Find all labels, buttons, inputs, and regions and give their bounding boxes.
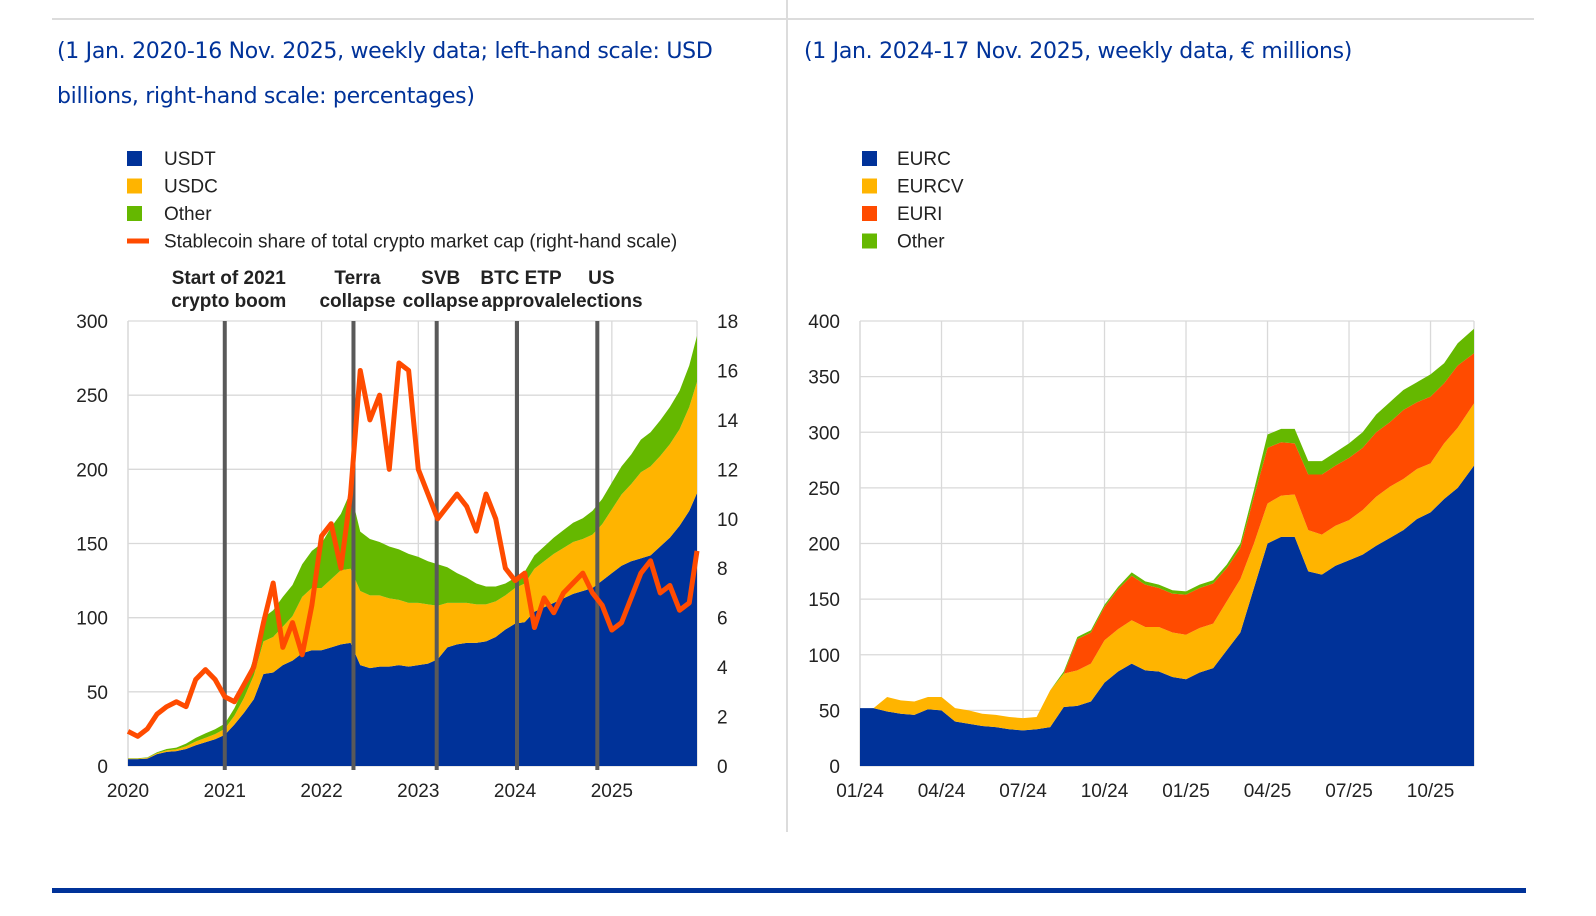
x-tick-label: 10/25 — [1407, 781, 1455, 802]
y2-tick-label: 0 — [717, 757, 728, 778]
event-label-line1: BTC ETP — [480, 268, 562, 289]
legend-label: Other — [164, 204, 212, 225]
legend-swatch-usdt — [127, 151, 142, 166]
line-stablecoin-share — [126, 360, 700, 739]
area-eurc — [860, 465, 1474, 766]
area-usdt — [128, 493, 697, 766]
legend-swatch-euri — [862, 206, 877, 221]
event-label-line2: approval — [481, 291, 560, 312]
y2-tick-label: 4 — [717, 658, 728, 679]
legend-swatch-other — [862, 233, 877, 249]
y-tick-label: 300 — [808, 423, 840, 444]
y-tick-label: 50 — [87, 683, 108, 704]
y2-tick-label: 12 — [717, 460, 738, 481]
y-tick-label: 400 — [808, 312, 840, 333]
x-tick-label: 2021 — [204, 781, 246, 802]
right-chart-subtitle: (1 Jan. 2024-17 Nov. 2025, weekly data, … — [804, 39, 1353, 64]
y-tick-label: 50 — [819, 701, 840, 722]
y2-tick-label: 18 — [717, 312, 738, 333]
x-tick-label: 10/24 — [1081, 781, 1129, 802]
legend-swatch-other — [127, 206, 142, 221]
y-tick-label: 250 — [808, 479, 840, 500]
legend-swatch-eurcv — [862, 178, 877, 194]
y-tick-label: 200 — [808, 535, 840, 556]
event-label-line1: US — [588, 268, 614, 289]
y-tick-label: 350 — [808, 368, 840, 389]
x-tick-label: 2025 — [591, 781, 633, 802]
left-chart-subtitle: (1 Jan. 2020-16 Nov. 2025, weekly data; … — [57, 39, 713, 109]
event-label-line2: elections — [560, 291, 642, 312]
y-tick-label: 150 — [808, 590, 840, 611]
y-tick-label: 150 — [76, 535, 108, 556]
x-tick-label: 2020 — [107, 781, 149, 802]
bottom-rule — [52, 888, 1526, 893]
event-label-line2: collapse — [403, 291, 479, 312]
y2-tick-label: 14 — [717, 411, 739, 432]
x-tick-label: 07/25 — [1325, 781, 1373, 802]
column-divider — [786, 0, 788, 832]
event-label-line1: SVB — [421, 268, 460, 289]
y2-tick-label: 16 — [717, 361, 738, 382]
legend-label: Other — [897, 232, 945, 253]
legend-swatch-line — [127, 238, 149, 244]
legend-swatch-usdc — [127, 178, 142, 194]
y-tick-label: 200 — [76, 460, 108, 481]
legend-label: USDT — [164, 149, 216, 170]
x-tick-label: 2024 — [494, 781, 537, 802]
x-tick-label: 01/24 — [836, 781, 884, 802]
event-label-line2: crypto boom — [171, 291, 286, 312]
event-label-line1: Terra — [334, 268, 381, 289]
y-tick-label: 0 — [829, 757, 840, 778]
legend-label: USDC — [164, 177, 218, 198]
area-eurcv — [860, 403, 1474, 731]
legend-label: EURCV — [897, 177, 964, 198]
legend-swatch-eurc — [862, 151, 877, 166]
y2-tick-label: 2 — [717, 708, 728, 729]
y-tick-label: 0 — [97, 757, 108, 778]
legend-label: Stablecoin share of total crypto market … — [164, 232, 677, 253]
y-tick-label: 100 — [76, 609, 108, 630]
x-tick-label: 2022 — [300, 781, 342, 802]
event-label-line2: collapse — [319, 291, 395, 312]
x-tick-label: 01/25 — [1162, 781, 1210, 802]
y-tick-label: 250 — [76, 386, 108, 407]
y2-tick-label: 8 — [717, 559, 728, 580]
y2-tick-label: 6 — [717, 609, 728, 630]
top-rule — [52, 18, 1534, 20]
right-chart-euro-stablecoins: 0 50 100 150 200 250 300 350 400 01/24 04/24 07/24 1… — [808, 149, 1475, 802]
y2-tick-label: 10 — [717, 510, 738, 531]
x-tick-label: 07/24 — [999, 781, 1047, 802]
event-label-line1: Start of 2021 — [172, 268, 286, 289]
x-tick-label: 04/24 — [918, 781, 966, 802]
y-tick-label: 300 — [76, 312, 108, 333]
legend-label: EURI — [897, 204, 942, 225]
y-tick-label: 100 — [808, 646, 840, 667]
legend-label: EURC — [897, 149, 951, 170]
x-tick-label: 2023 — [397, 781, 439, 802]
x-tick-label: 04/25 — [1244, 781, 1292, 802]
area-usdc — [128, 381, 697, 760]
